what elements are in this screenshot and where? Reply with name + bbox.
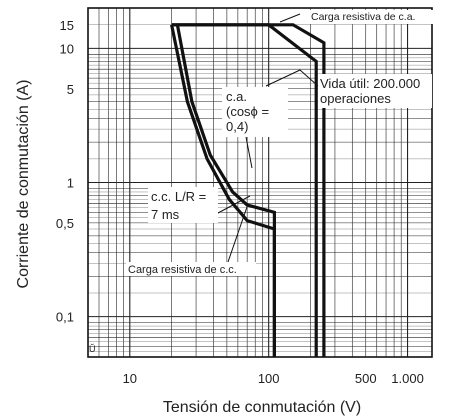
y-tick-label: 15 [60,18,74,33]
leader-line [279,13,301,23]
y-axis-label: Corriente de conmutación (A) [15,80,32,289]
y-tick-label: 10 [60,41,74,56]
series-line-4 [170,24,276,357]
x-tick-label: 10 [123,371,137,386]
annotation-box [148,187,218,223]
annotation-dc-resistive: Carga resistiva de c.c. [126,262,256,276]
annotation-line: 0,4) [226,119,248,134]
y-tick-label: 1 [67,176,74,191]
annotation-ac-resistive: Carga resistiva de c.a. [309,10,433,24]
annotation-dc-inductive: c.c. L/R = 7 ms [148,187,218,223]
corner-mark: Ŭ [89,344,96,354]
major-grid [88,8,432,357]
annotation-text: Carga resistiva de c.c. [128,264,237,276]
series-line-3 [175,24,276,357]
annotation-line: operaciones [320,91,391,106]
annotation-box [126,262,256,276]
annotations: Carga resistiva de c.a. Vida útil: 200.00… [126,10,433,276]
annotation-leaders [217,13,319,263]
annotation-ac-inductive: c.a.(cosϕ =0,4) [222,87,288,137]
y-tick-label: 0,5 [56,216,74,231]
annotation-text: Carga resistiva de c.a. [311,11,415,23]
x-tick-label: 500 [355,371,377,386]
annotation-box [309,10,433,24]
y-tick-labels: 15 10 5 1 0,5 0,1 [56,18,74,325]
annotation-line: 7 ms [151,207,180,222]
x-tick-label: 1.000 [391,371,424,386]
y-tick-label: 0,1 [56,310,74,325]
x-tick-labels: 10 100 500 1.000 [123,371,424,386]
series-line-2 [171,23,318,357]
plot-frame [87,7,433,358]
annotation-line: c.a. [226,89,247,104]
annotation-line: Vida útil: 200.000 [320,76,420,91]
leader-line [299,69,319,87]
annotation-box [222,87,288,137]
annotation-line: c.c. L/R = [151,189,206,204]
x-axis-label: Tensión de conmutación (V) [163,399,361,416]
annotation-line: (cosϕ = [226,104,269,119]
leader-line [217,195,251,214]
leader-line [265,69,301,87]
leader-line [245,136,253,169]
x-tick-label: 100 [258,371,280,386]
leader-line [227,203,249,263]
minor-grid [87,7,432,358]
annotation-box [318,74,432,108]
y-tick-label: 5 [67,82,74,97]
series-layer [170,23,326,357]
